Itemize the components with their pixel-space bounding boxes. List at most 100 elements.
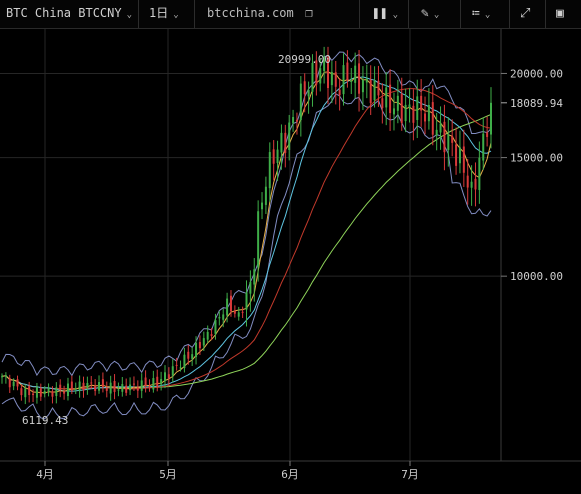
candle-body bbox=[8, 378, 11, 388]
candle-body bbox=[385, 87, 388, 108]
candle-body bbox=[478, 157, 481, 191]
candle-body bbox=[171, 366, 174, 376]
toolbar-divider bbox=[460, 0, 461, 28]
chevron-down-icon: ⌄ bbox=[433, 10, 440, 20]
x-tick-label: 6月 bbox=[281, 468, 299, 481]
candle-body bbox=[121, 384, 124, 392]
x-tick-label: 7月 bbox=[401, 468, 419, 481]
toolbar-divider bbox=[138, 0, 139, 28]
candle-body bbox=[167, 374, 170, 379]
candle-body bbox=[389, 84, 392, 114]
candle-body bbox=[404, 104, 407, 122]
candle-body bbox=[47, 388, 50, 391]
candle-body bbox=[237, 312, 240, 317]
site-label: btcchina.com bbox=[207, 6, 294, 20]
candle-body bbox=[222, 314, 225, 320]
candle-body bbox=[164, 372, 166, 381]
candle-body bbox=[307, 89, 310, 97]
drawing-tools-button[interactable]: ✎ ⌄ bbox=[421, 0, 439, 28]
candle-body bbox=[350, 80, 353, 82]
panel-toggle-button[interactable]: ▣ bbox=[556, 0, 564, 28]
candle-body bbox=[226, 298, 229, 316]
interval-selector[interactable]: 1日 ⌄ bbox=[149, 0, 179, 28]
pencil-icon: ✎ bbox=[421, 6, 429, 21]
candle-body bbox=[319, 68, 322, 84]
candle-body bbox=[125, 385, 128, 393]
candle-body bbox=[66, 383, 69, 397]
candle-body bbox=[455, 144, 458, 166]
candle-body bbox=[424, 113, 427, 122]
candle-body bbox=[74, 388, 77, 390]
candle-body bbox=[280, 132, 283, 153]
candle-body bbox=[427, 104, 430, 122]
candle-body bbox=[369, 79, 372, 104]
candle-body bbox=[109, 382, 112, 394]
candle-body bbox=[35, 387, 38, 398]
candle-body bbox=[486, 132, 489, 137]
candle-body bbox=[435, 129, 438, 136]
candle-body bbox=[272, 149, 275, 164]
chart-grid bbox=[0, 29, 501, 461]
fullscreen-button[interactable]: ⤢ bbox=[520, 0, 530, 28]
candle-body bbox=[70, 381, 73, 391]
candle-body bbox=[51, 391, 54, 397]
candle-body bbox=[268, 152, 271, 189]
candle-body bbox=[59, 384, 62, 391]
indicator-icon: ≔ bbox=[472, 6, 480, 21]
candle-body bbox=[400, 93, 403, 123]
toolbar-divider bbox=[545, 0, 546, 28]
candle-body bbox=[323, 56, 326, 71]
panel-toggle-icon: ▣ bbox=[556, 6, 564, 21]
x-tick-label: 4月 bbox=[36, 468, 54, 481]
chart-labels: 18089.94 20999.00 6119.43 bbox=[22, 53, 563, 427]
candle-body bbox=[373, 80, 376, 101]
toolbar-divider bbox=[359, 0, 360, 28]
candle-body bbox=[63, 391, 66, 394]
candle-body bbox=[86, 382, 89, 388]
candle-body bbox=[105, 388, 108, 391]
site-link[interactable]: btcchina.com ❐ bbox=[207, 0, 313, 28]
candle-body bbox=[257, 211, 260, 268]
candle-body bbox=[358, 63, 361, 94]
candle-body bbox=[156, 376, 159, 387]
candle-body bbox=[264, 186, 267, 205]
bar-style-button[interactable]: ❚❚ ⌄ bbox=[372, 0, 398, 28]
indicators-button[interactable]: ≔ ⌄ bbox=[472, 0, 490, 28]
candle-body bbox=[98, 382, 101, 391]
candle-body bbox=[462, 146, 465, 173]
candle-body bbox=[288, 122, 291, 150]
chevron-down-icon: ⌄ bbox=[392, 10, 399, 20]
candlesticks bbox=[1, 46, 492, 405]
candle-body bbox=[377, 80, 380, 96]
candle-body bbox=[32, 393, 35, 396]
candle-body bbox=[315, 60, 318, 85]
symbol-selector[interactable]: BTC China BTCCNY ⌄ bbox=[6, 0, 132, 28]
candle-body bbox=[303, 81, 306, 95]
candle-body bbox=[330, 71, 333, 86]
candle-body bbox=[148, 386, 151, 388]
candle-body bbox=[160, 379, 163, 385]
candle-body bbox=[361, 79, 364, 93]
candle-body bbox=[253, 269, 256, 285]
interval-label: 1日 bbox=[149, 6, 169, 20]
candle-body bbox=[396, 95, 399, 111]
candle-body bbox=[55, 387, 58, 396]
candle-body bbox=[420, 95, 423, 111]
chevron-down-icon: ⌄ bbox=[126, 10, 133, 20]
chevron-down-icon: ⌄ bbox=[173, 10, 179, 20]
candle-body bbox=[191, 354, 194, 359]
toolbar-divider bbox=[408, 0, 409, 28]
candle-body bbox=[295, 119, 298, 122]
price-chart[interactable]: 4月 5月 6月 7月 20000.00 15000.00 10000.00 18089.9… bbox=[0, 29, 581, 494]
candle-body bbox=[443, 121, 446, 153]
candle-body bbox=[4, 375, 7, 377]
candle-body bbox=[202, 338, 205, 346]
candle-body bbox=[183, 354, 186, 369]
bar-style-icon: ❚❚ bbox=[372, 6, 388, 21]
candle-body bbox=[249, 281, 252, 294]
candle-body bbox=[412, 105, 415, 123]
candle-body bbox=[354, 65, 357, 83]
candle-body bbox=[82, 382, 85, 391]
candle-body bbox=[136, 387, 139, 391]
candle-body bbox=[284, 132, 287, 153]
